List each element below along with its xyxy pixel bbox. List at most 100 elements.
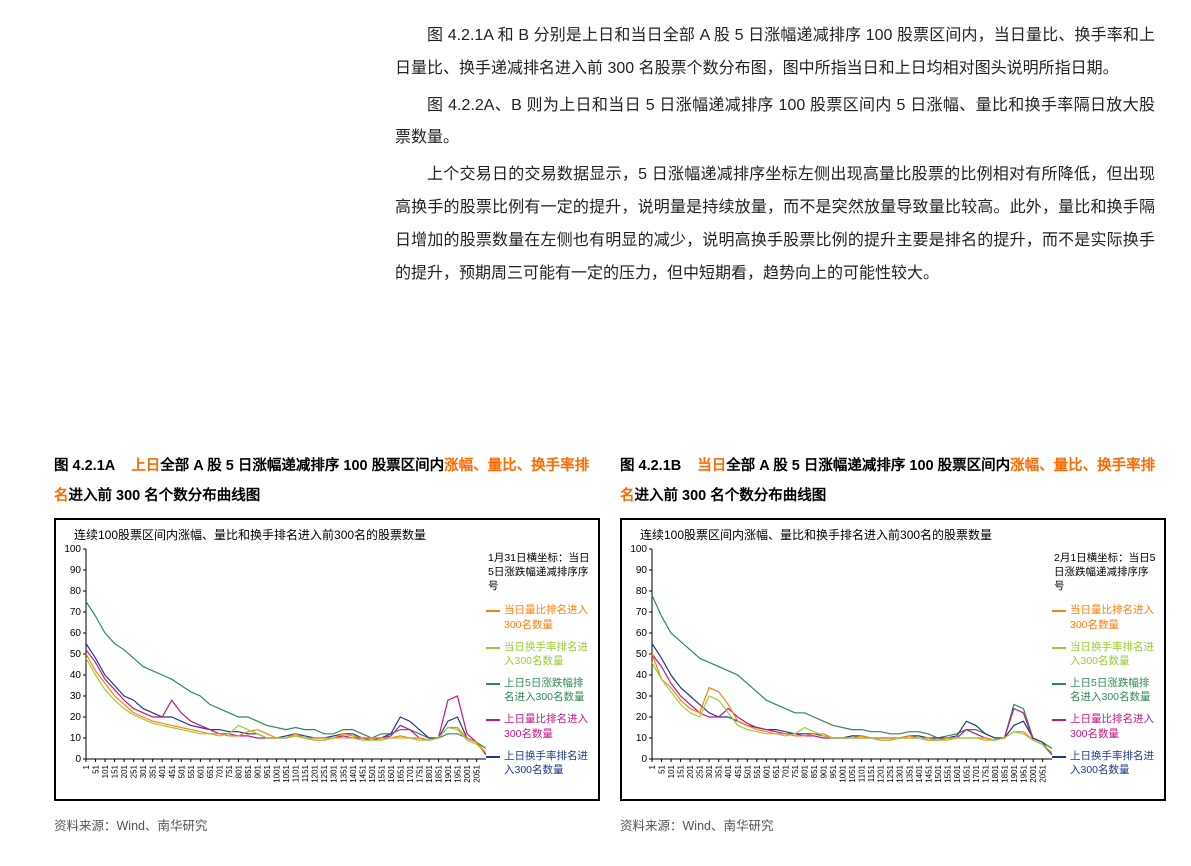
svg-text:10: 10 — [636, 733, 648, 744]
legend-entry: 当日换手率排名进入300名数量 — [486, 640, 592, 668]
svg-text:1201: 1201 — [311, 764, 320, 782]
svg-text:60: 60 — [636, 628, 648, 639]
svg-text:1501: 1501 — [368, 764, 377, 782]
svg-text:100: 100 — [630, 545, 647, 555]
legend-label: 当日换手率排名进入300名数量 — [504, 640, 592, 668]
chart-b-legend-date: 2月1日横坐标：当日5日涨跌幅递减排序序号 — [1052, 551, 1158, 594]
svg-text:20: 20 — [636, 712, 648, 723]
legend-swatch — [486, 719, 500, 721]
legend-label: 上日换手率排名进入300名数量 — [1070, 749, 1158, 777]
svg-text:251: 251 — [696, 764, 705, 778]
svg-text:2051: 2051 — [1039, 764, 1048, 782]
svg-text:90: 90 — [70, 565, 82, 576]
svg-text:1551: 1551 — [943, 764, 952, 782]
svg-text:90: 90 — [636, 565, 648, 576]
chart-a-plot: 0102030405060708090100151101151201251301… — [64, 545, 486, 797]
svg-text:901: 901 — [820, 764, 829, 778]
chart-a-inner-title: 连续100股票区间内涨幅、量比和换手排名进入前300名的股票数量 — [60, 526, 594, 543]
svg-text:100: 100 — [64, 545, 81, 555]
svg-text:351: 351 — [149, 764, 158, 778]
svg-text:401: 401 — [158, 764, 167, 778]
svg-text:1901: 1901 — [1010, 764, 1019, 782]
svg-text:1751: 1751 — [415, 764, 424, 782]
legend-swatch — [486, 610, 500, 612]
svg-text:1401: 1401 — [915, 764, 924, 782]
legend-label: 当日量比排名进入300名数量 — [1070, 603, 1158, 631]
svg-text:51: 51 — [92, 764, 101, 773]
chart-b-plot: 0102030405060708090100151101151201251301… — [630, 545, 1052, 797]
svg-text:2051: 2051 — [473, 764, 482, 782]
chart-b-fig-no: 图 4.2.1B — [620, 458, 681, 474]
svg-text:551: 551 — [753, 764, 762, 778]
legend-entry: 上日换手率排名进入300名数量 — [486, 749, 592, 777]
svg-text:1351: 1351 — [905, 764, 914, 782]
svg-text:70: 70 — [70, 607, 82, 618]
svg-text:651: 651 — [772, 764, 781, 778]
chart-a-column: 图 4.2.1A 上日全部 A 股 5 日涨幅递减排序 100 股票区间内涨幅、… — [54, 451, 600, 834]
svg-text:1801: 1801 — [991, 764, 1000, 782]
svg-text:60: 60 — [70, 628, 82, 639]
svg-text:2001: 2001 — [1029, 764, 1038, 782]
svg-text:2001: 2001 — [463, 764, 472, 782]
chart-a-source: 资料来源：Wind、南华研究 — [54, 815, 600, 834]
legend-label: 上日5日涨跌幅排名进入300名数量 — [504, 676, 592, 704]
chart-a-legend: 1月31日横坐标：当日5日涨跌幅递减排序序号 当日量比排名进入300名数量当日换… — [486, 545, 594, 797]
legend-swatch — [486, 756, 500, 758]
svg-text:901: 901 — [254, 764, 263, 778]
svg-text:951: 951 — [829, 764, 838, 778]
svg-text:501: 501 — [743, 764, 752, 778]
svg-text:401: 401 — [724, 764, 733, 778]
svg-text:951: 951 — [263, 764, 272, 778]
chart-a-title-mid: 全部 A 股 5 日涨幅递减排序 100 股票区间内 — [160, 458, 444, 474]
svg-text:1601: 1601 — [387, 764, 396, 782]
legend-swatch — [1052, 756, 1066, 758]
svg-text:851: 851 — [244, 764, 253, 778]
svg-text:51: 51 — [658, 764, 667, 773]
svg-text:1851: 1851 — [435, 764, 444, 782]
svg-text:301: 301 — [705, 764, 714, 778]
svg-text:1951: 1951 — [454, 764, 463, 782]
legend-swatch — [486, 683, 500, 685]
svg-text:1651: 1651 — [396, 764, 405, 782]
svg-text:1001: 1001 — [273, 764, 282, 782]
legend-entry: 上日换手率排名进入300名数量 — [1052, 749, 1158, 777]
svg-text:1751: 1751 — [981, 764, 990, 782]
chart-a-title-post: 进入前 300 名个数分布曲线图 — [69, 488, 261, 504]
chart-a-title: 图 4.2.1A 上日全部 A 股 5 日涨幅递减排序 100 股票区间内涨幅、… — [54, 451, 600, 512]
legend-swatch — [1052, 683, 1066, 685]
legend-label: 当日换手率排名进入300名数量 — [1070, 640, 1158, 668]
svg-text:1801: 1801 — [425, 764, 434, 782]
chart-b-title-post: 进入前 300 名个数分布曲线图 — [635, 488, 827, 504]
svg-text:1851: 1851 — [1001, 764, 1010, 782]
svg-text:1101: 1101 — [858, 764, 867, 782]
legend-label: 当日量比排名进入300名数量 — [504, 603, 592, 631]
svg-text:30: 30 — [70, 691, 82, 702]
svg-text:1451: 1451 — [358, 764, 367, 782]
svg-text:751: 751 — [225, 764, 234, 778]
svg-text:551: 551 — [187, 764, 196, 778]
chart-a-fig-no: 图 4.2.1A — [54, 458, 115, 474]
body-text-block: 图 4.2.1A 和 B 分别是上日和当日全部 A 股 5 日涨幅递减排序 10… — [395, 20, 1155, 294]
legend-swatch — [486, 647, 500, 649]
svg-text:40: 40 — [636, 670, 648, 681]
legend-swatch — [1052, 647, 1066, 649]
legend-label: 上日量比排名进入300名数量 — [504, 712, 592, 740]
svg-text:751: 751 — [791, 764, 800, 778]
svg-text:1001: 1001 — [839, 764, 848, 782]
svg-text:1401: 1401 — [349, 764, 358, 782]
legend-entry: 上日5日涨跌幅排名进入300名数量 — [486, 676, 592, 704]
svg-text:1701: 1701 — [972, 764, 981, 782]
legend-label: 上日换手率排名进入300名数量 — [504, 749, 592, 777]
paragraph-2: 图 4.2.2A、B 则为上日和当日 5 日涨幅递减排序 100 股票区间内 5… — [395, 90, 1155, 156]
svg-text:1: 1 — [648, 764, 657, 769]
svg-text:70: 70 — [636, 607, 648, 618]
svg-text:501: 501 — [177, 764, 186, 778]
svg-text:851: 851 — [810, 764, 819, 778]
svg-text:1251: 1251 — [886, 764, 895, 782]
chart-b-title: 图 4.2.1B 当日全部 A 股 5 日涨幅递减排序 100 股票区间内涨幅、… — [620, 451, 1166, 512]
svg-text:1601: 1601 — [953, 764, 962, 782]
svg-text:0: 0 — [75, 754, 81, 765]
svg-text:801: 801 — [234, 764, 243, 778]
paragraph-3: 上个交易日的交易数据显示，5 日涨幅递减排序坐标左侧出现高量比股票的比例相对有所… — [395, 159, 1155, 290]
charts-row: 图 4.2.1A 上日全部 A 股 5 日涨幅递减排序 100 股票区间内涨幅、… — [54, 451, 1154, 834]
